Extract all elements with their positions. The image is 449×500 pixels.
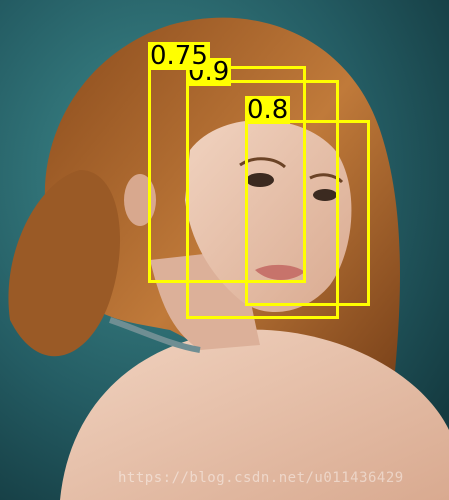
watermark-text: https://blog.csdn.net/u011436429 xyxy=(118,470,404,486)
detection-box-3 xyxy=(245,120,370,306)
detection-box-2 xyxy=(186,80,339,319)
detection-score-label: 0.8 xyxy=(245,95,291,125)
detection-score-label: 0.75 xyxy=(148,41,210,71)
